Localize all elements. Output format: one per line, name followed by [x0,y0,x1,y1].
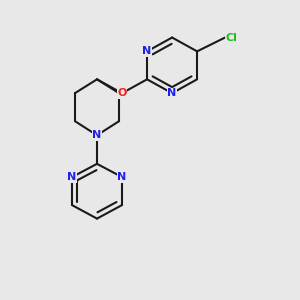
Text: N: N [67,172,76,182]
Text: N: N [167,88,177,98]
Text: O: O [117,88,127,98]
Text: Cl: Cl [226,32,238,43]
Text: N: N [117,172,127,182]
Text: N: N [92,130,102,140]
Text: N: N [142,46,152,56]
